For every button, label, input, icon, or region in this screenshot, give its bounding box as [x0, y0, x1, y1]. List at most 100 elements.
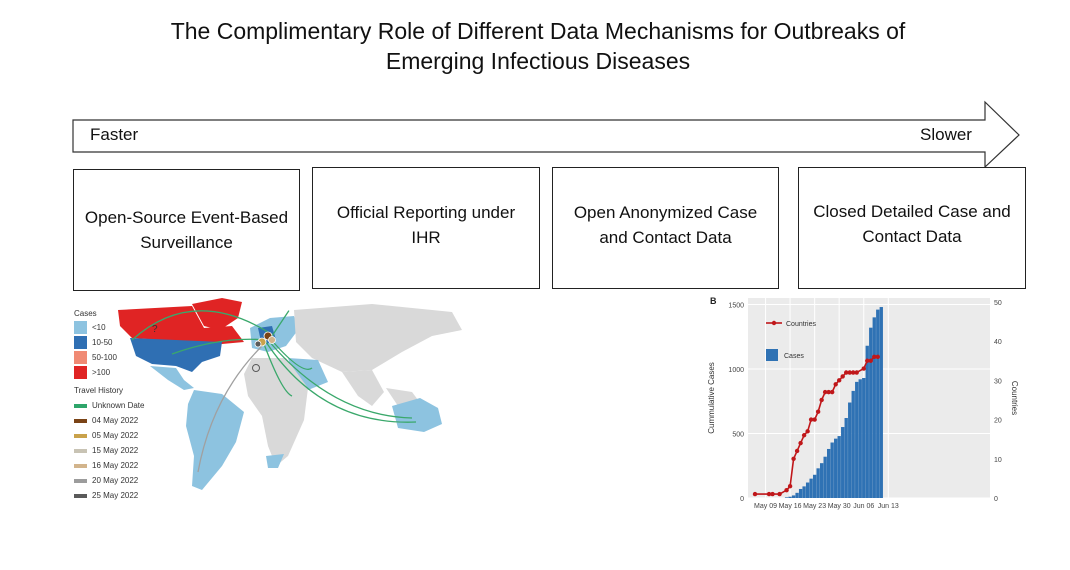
speed-arrow: [72, 100, 1020, 169]
y2-tick-label: 0: [994, 496, 998, 503]
cases-bar: [834, 438, 838, 498]
y2-tick-label: 30: [994, 378, 1002, 385]
cases-legend-title: Cases: [74, 309, 97, 318]
box-closed-detailed-data: Closed Detailed Case and Contact Data: [798, 167, 1026, 289]
x-tick-label: Jun 06: [853, 503, 874, 510]
cases-legend-swatch: [74, 321, 87, 334]
cases-legend-label: <10: [92, 323, 106, 332]
cases-bar: [784, 497, 789, 498]
cases-legend-label: 10-50: [92, 338, 113, 347]
travel-legend-title: Travel History: [74, 386, 124, 395]
slower-label: Slower: [920, 125, 972, 144]
travel-legend-row: 15 May 2022: [74, 443, 144, 458]
legend-cases-swatch: [766, 349, 778, 361]
panel-label: B: [710, 296, 717, 306]
x-tick-label: May 09: [754, 503, 777, 510]
y-axis-label: Cummulative Cases: [707, 362, 716, 434]
cases-legend-row: 50-100: [74, 350, 144, 365]
cases-bar: [837, 436, 841, 498]
australia-shape: [392, 398, 442, 432]
world-map: ?: [72, 296, 467, 514]
cases-bar: [862, 378, 866, 498]
travel-legend-row: 20 May 2022: [74, 473, 144, 488]
cases-bar: [844, 418, 848, 498]
travel-legend-label: Unknown Date: [92, 401, 145, 410]
legend-cases-label: Cases: [784, 353, 804, 360]
greenland-shape: [192, 298, 242, 330]
africa-shape: [244, 358, 308, 466]
y2-axis-label: Countries: [1010, 381, 1019, 415]
box-label: Open Anonymized Case and Contact Data: [573, 203, 758, 247]
y-tick-label: 1000: [728, 367, 744, 374]
countries-point: [815, 409, 821, 414]
cases-bar: [809, 478, 813, 498]
countries-point: [819, 397, 824, 403]
cases-legend-row: >100: [74, 365, 144, 380]
y2-tick-label: 50: [994, 300, 1002, 307]
countries-point: [777, 491, 782, 497]
cases-legend-row: 10-50: [74, 335, 144, 350]
cases-bar: [798, 488, 803, 498]
plot-background: [748, 298, 990, 498]
cases-bar: [795, 492, 799, 498]
countries-point: [872, 354, 877, 360]
countries-point: [851, 370, 856, 375]
south-africa-shape: [266, 454, 284, 468]
travel-legend-label: 15 May 2022: [92, 446, 139, 455]
x-tick-label: May 23: [803, 503, 826, 510]
faster-label: Faster: [90, 125, 139, 144]
y-tick-label: 1500: [728, 302, 744, 309]
south-asia-shape: [342, 370, 384, 406]
countries-point: [798, 440, 803, 446]
box-label: Open-Source Event-Based Surveillance: [84, 208, 289, 252]
cases-bar: [830, 442, 834, 498]
box-open-anonymized-data: Open Anonymized Case and Contact Data: [552, 167, 779, 289]
x-tick-label: Jun 13: [878, 503, 899, 510]
cases-bar: [816, 468, 820, 498]
south-america-shape: [186, 390, 244, 490]
cases-bar: [827, 448, 831, 498]
travel-legend-swatch: [74, 448, 87, 453]
cases-bar: [805, 482, 810, 498]
y-tick-label: 0: [740, 496, 744, 503]
travel-legend-row: 25 May 2022: [74, 488, 144, 503]
cases-bar: [802, 486, 806, 498]
countries-point: [784, 487, 789, 493]
travel-legend-label: 20 May 2022: [92, 476, 139, 485]
cases-bar: [855, 381, 859, 498]
box-label: Closed Detailed Case and Contact Data: [813, 202, 1011, 246]
countries-point: [875, 354, 880, 360]
countries-point: [787, 484, 793, 489]
cases-bar: [876, 309, 880, 498]
travel-legend-label: 04 May 2022: [92, 416, 139, 425]
canada-shape: [118, 306, 244, 344]
countries-point: [844, 370, 849, 375]
travel-legend-label: 05 May 2022: [92, 431, 139, 440]
svg-text:?: ?: [152, 324, 158, 335]
countries-point: [854, 370, 859, 375]
title-line-2: Emerging Infectious Diseases: [385, 48, 691, 74]
travel-legend-row: 16 May 2022: [74, 458, 144, 473]
cases-countries-chart: 0 500 1000 1500 May 09 May 16 May 23 May 30 Jun …: [690, 290, 1028, 518]
travel-legend-swatch: [74, 418, 87, 423]
countries-point: [812, 417, 817, 422]
cases-legend-swatch: [74, 366, 87, 379]
countries-point: [865, 358, 870, 363]
map-legend: Cases <10 10-50 50-100 >100 Travel History …: [74, 309, 144, 503]
cases-bar: [819, 463, 824, 498]
travel-legend-swatch: [74, 463, 87, 468]
countries-point: [840, 374, 845, 379]
box-open-source-surveillance: Open-Source Event-Based Surveillance: [73, 169, 300, 291]
countries-point: [826, 389, 831, 395]
title-line-1: The Complimentary Role of Different Data…: [170, 18, 906, 44]
countries-point: [791, 456, 796, 461]
cases-bar: [879, 307, 883, 498]
legend-countries-point: [771, 320, 777, 326]
diagram-title: The Complimentary Role of Different Data…: [0, 16, 1070, 76]
cases-legend-swatch: [74, 351, 87, 364]
travel-legend-swatch: [74, 478, 87, 483]
countries-point: [836, 378, 842, 383]
cases-legend-swatch: [74, 336, 87, 349]
y2-tick-label: 20: [994, 418, 1002, 425]
